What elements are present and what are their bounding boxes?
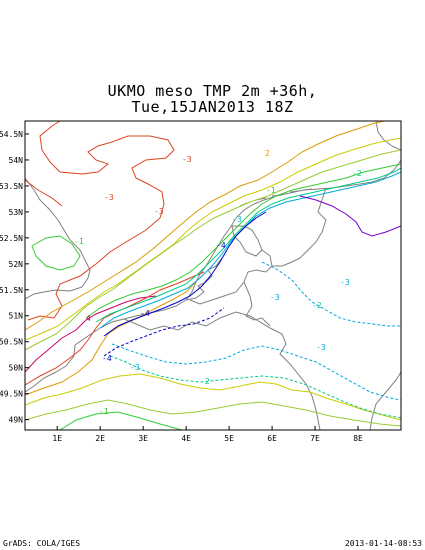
contour-label-m2-3: -2: [352, 169, 362, 178]
normandy-coast: [25, 344, 76, 393]
contour-neg3a: [99, 171, 401, 329]
contour-2b: [25, 121, 385, 331]
england-coastline: [25, 177, 91, 300]
contour-label-4: 4: [86, 314, 91, 323]
continent-coastline: [74, 159, 401, 346]
contour-neg3c: [261, 261, 401, 327]
map-title-line-2: Tue,15JAN2013 18Z: [131, 98, 294, 116]
map-axes: 54.5N 54N 53.5N 53N 52.5N 52N 51.5N 51N 50.5N 50N…: [0, 130, 363, 443]
lat-label: 53.5N: [0, 182, 23, 191]
germany-border-east: [369, 371, 401, 430]
denmark-coast: [375, 121, 401, 151]
contour-label-m1-1: -1: [74, 237, 84, 246]
zeeland-coast: [185, 257, 223, 301]
lat-label: 51N: [9, 312, 24, 321]
contour-neg3b: [111, 343, 401, 401]
contour-label-m1-2: -1: [266, 186, 276, 195]
contour-neg1a: [31, 235, 81, 271]
lat-label: 51.5N: [0, 286, 23, 295]
lat-label: 52.5N: [0, 234, 23, 243]
lon-label: 6E: [267, 434, 277, 443]
lon-label: 8E: [353, 434, 363, 443]
contour-label-2: 2: [265, 149, 270, 158]
belgium-germany-border: [243, 281, 271, 327]
contour-label-m2-1: -2: [312, 301, 322, 310]
france-belgium-border: [123, 311, 321, 430]
contour-0b: [25, 149, 401, 351]
contour-3b: [27, 121, 175, 321]
contour-neg4a: [103, 211, 267, 337]
lon-label: 3E: [138, 434, 148, 443]
contour-label-m3-6: -3: [270, 293, 280, 302]
contour-neg4c: [299, 195, 401, 237]
belgium-netherlands-border: [189, 249, 273, 305]
contour-1b: [25, 137, 401, 341]
contour-label-m3-7: -3: [316, 343, 326, 352]
lat-label: 52N: [9, 260, 24, 269]
contour-0: [25, 399, 401, 427]
ijsselmeer-coast: [231, 225, 263, 257]
contour-label-m1-3: -1: [99, 407, 109, 416]
frisian-islands: [239, 188, 313, 207]
contour-label-m3-8: -3: [130, 363, 140, 372]
contour-label-m3-1: -3: [182, 155, 192, 164]
contour-label-m3-3: -3: [154, 207, 164, 216]
contour-neg1c: [59, 411, 183, 430]
lon-label: 4E: [181, 434, 191, 443]
lat-label: 50.5N: [0, 338, 23, 347]
contour-label-m3-2: -3: [104, 193, 114, 202]
contour-neg2a: [95, 167, 401, 323]
lon-label: 2E: [95, 434, 105, 443]
contour-label-m4-2: -4: [140, 309, 150, 318]
lat-label: 49N: [9, 416, 24, 425]
contour-neg4b: [103, 307, 225, 357]
contour-2a: [25, 281, 197, 396]
contour-neg2b: [109, 355, 401, 419]
contour-label-m4-1: -4: [216, 241, 226, 250]
map-title-line-1: UKMO meso TMP 2m +36h,: [107, 82, 318, 100]
contour-label-m3-5: -3: [340, 278, 350, 287]
footer-credit: GrADS: COLA/IGES: [3, 539, 81, 548]
lat-label: 49.5N: [0, 390, 23, 399]
map-plot-area: [25, 121, 401, 430]
contour-label-m4-3: -4: [102, 354, 112, 363]
lat-label: 54N: [9, 156, 24, 165]
contour-4: [25, 295, 157, 373]
lon-label: 5E: [224, 434, 234, 443]
contour-label-m3-4: -3: [232, 215, 242, 224]
lon-label: 7E: [310, 434, 320, 443]
contour-neg1b: [85, 163, 401, 319]
contour-label-m2-2: -2: [200, 377, 210, 386]
lon-label: 1E: [52, 434, 62, 443]
lat-label: 50N: [9, 364, 24, 373]
footer-timestamp: 2013-01-14-08:53: [344, 539, 422, 548]
lat-label: 54.5N: [0, 130, 23, 139]
contour-1a: [25, 373, 401, 421]
contour-labels: -3 -3 -3 2 -1 -1 -1 -4 -4 -4 -3 -3 -3 -3…: [74, 149, 362, 416]
netherlands-germany-border: [272, 187, 327, 267]
lat-label: 53N: [9, 208, 24, 217]
contour-3c: [25, 179, 63, 207]
map-frame: [24, 120, 402, 431]
